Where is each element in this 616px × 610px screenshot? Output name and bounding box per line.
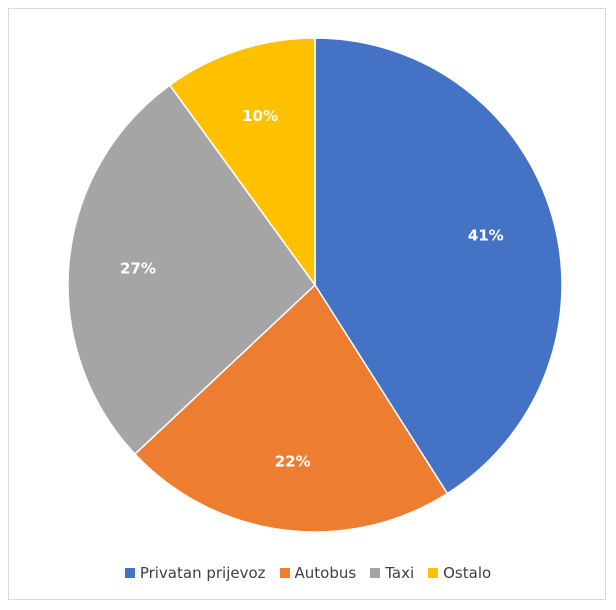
legend-item-privatan-prijevoz: Privatan prijevoz [124,564,266,582]
legend-item-ostalo: Ostalo [428,564,491,582]
data-label-taxi: 27% [120,259,156,277]
pie-slice-taxi [67,84,316,456]
legend-item-taxi: Taxi [370,564,414,582]
pie-slice-privatan-prijevoz [314,37,563,495]
data-label-privatan-prijevoz: 41% [468,226,504,244]
pie-slice-autobus [133,283,449,533]
legend-swatch-ostalo [428,568,439,578]
legend-label-taxi: Taxi [385,564,415,582]
legend-swatch-privatan-prijevoz [124,568,135,578]
legend-item-autobus: Autobus [279,564,357,582]
chart-legend: Privatan prijevoz Autobus Taxi Ostalo [0,561,616,585]
pie-slice-ostalo [168,37,316,288]
legend-label-autobus: Autobus [294,564,357,582]
legend-label-privatan-prijevoz: Privatan prijevoz [139,564,266,582]
legend-swatch-taxi [370,568,381,578]
legend-swatch-autobus [279,568,290,578]
pie-slices [67,37,563,533]
data-label-ostalo: 10% [242,107,278,125]
legend-label-ostalo: Ostalo [443,564,492,582]
data-label-autobus: 22% [275,452,311,470]
pie-data-labels: 41% 22% 27% 10% [120,107,504,471]
